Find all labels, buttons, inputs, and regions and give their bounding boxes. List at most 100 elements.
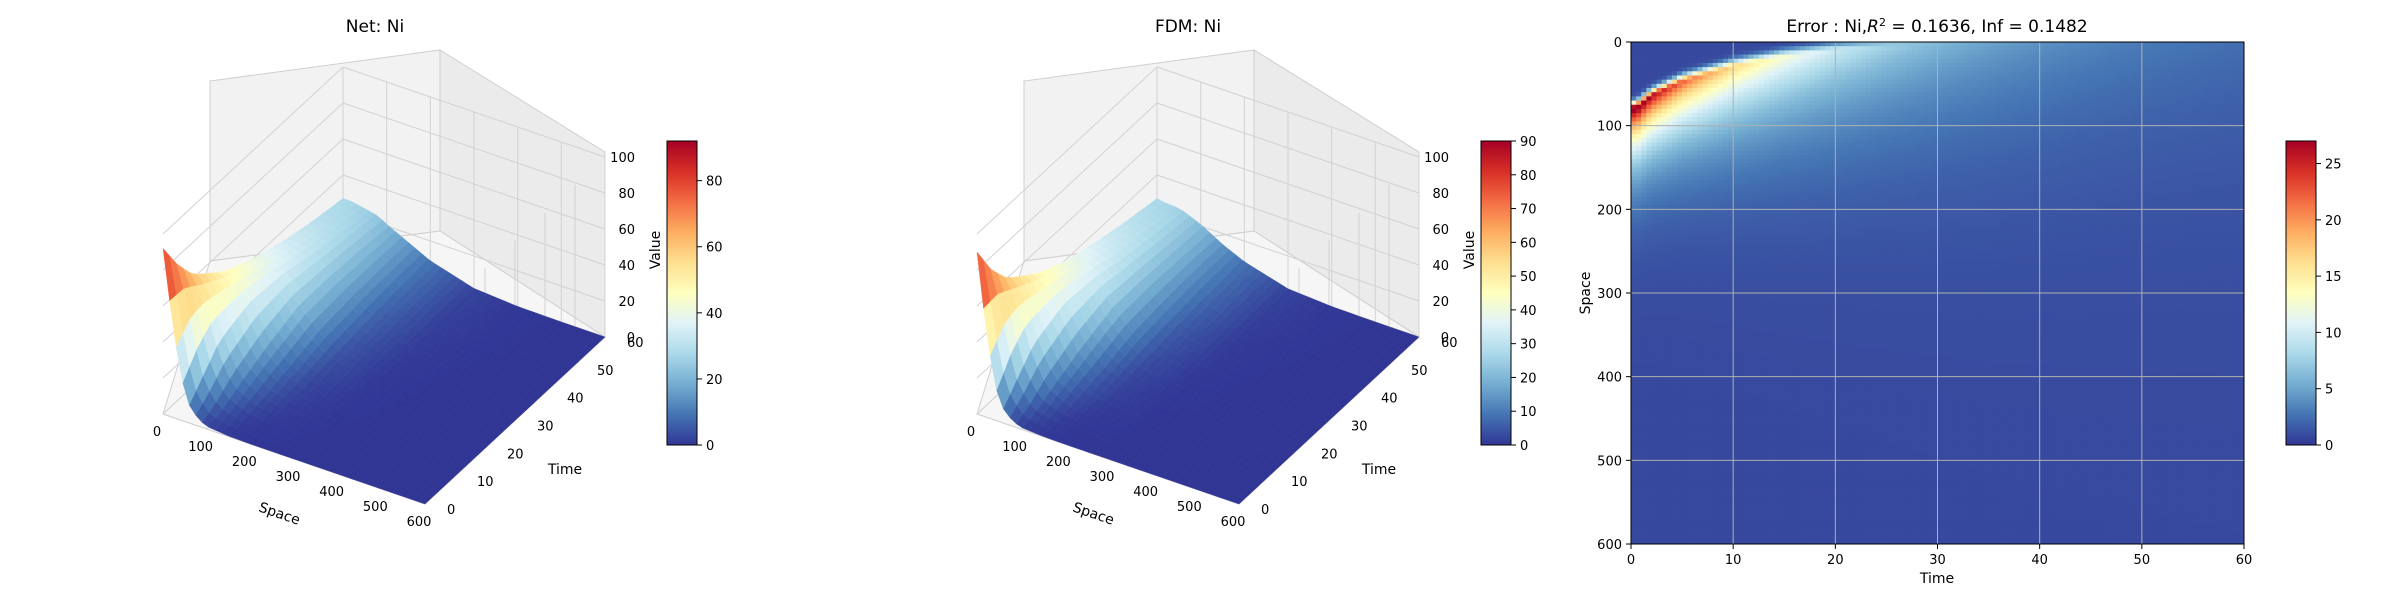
heatmap-cell [1712,263,1719,269]
heatmap-cell [1722,288,1729,294]
heatmap-cell [1743,71,1750,77]
heatmap-cell [1641,67,1647,72]
heatmap-cell [1722,217,1729,223]
heatmap-cell [1656,422,1663,428]
heatmap-cell [1748,100,1755,106]
heatmap-cell [1712,514,1719,520]
heatmap-cell [1682,410,1688,415]
heatmap-cell [1641,372,1647,378]
heatmap-cell [1702,334,1709,340]
heatmap-cell [1636,213,1642,219]
heatmap-cell [1692,96,1699,102]
heatmap-cell [1641,238,1647,244]
heatmap-cell [1743,217,1750,223]
heatmap-cell [1712,138,1719,143]
heatmap-cell [1661,431,1668,436]
heatmap-cell [1651,92,1658,97]
heatmap-cell [1661,502,1668,507]
heatmap-cell [1692,50,1699,56]
heatmap-cell [1682,309,1688,315]
heatmap-cell [1661,313,1668,319]
heatmap-cell [1733,535,1739,541]
heatmap-cell [1702,485,1709,491]
heatmap-cell [1641,502,1647,507]
heatmap-cell [1636,46,1642,51]
heatmap-cell [1641,288,1647,294]
colorbar-gradient [666,140,698,446]
heatmap-cell [1728,238,1734,244]
heatmap-cell [1656,125,1663,131]
heatmap-cell [1692,443,1699,449]
heatmap-cell [1666,481,1673,487]
heatmap-cell [1692,497,1699,503]
heatmap-cell [1722,83,1729,89]
heatmap-cell [1733,330,1739,336]
heatmap-cell [1636,318,1642,323]
heatmap-cell [1671,213,1678,219]
heatmap-cell [1687,226,1693,231]
heatmap-cell [1641,313,1647,319]
heatmap-cell [1728,380,1734,386]
heatmap-cell [1702,246,1709,252]
heatmap-cell [1697,129,1704,135]
heatmap-cell [1687,113,1693,118]
heatmap-cell [1728,259,1734,265]
heatmap-cell [1666,447,1673,453]
heatmap-cell [1702,435,1709,441]
heatmap-cell [1651,200,1658,206]
heatmap-cell [1692,527,1699,533]
heatmap-cell [1733,422,1739,428]
heatmap-cell [1646,83,1653,89]
heatmap-cell [1646,75,1653,81]
heatmap-cell [1646,359,1653,365]
x-axis-label: Space [1071,500,1117,529]
heatmap-cell [1712,180,1719,185]
heatmap-cell [1728,527,1734,533]
colorbar-tick-label: 10 [1520,405,1537,420]
heatmap-cell [1651,422,1658,428]
heatmap-cell [1656,267,1663,273]
heatmap-cell [1707,397,1714,403]
heatmap-cell [1661,309,1668,315]
heatmap-cell [1722,293,1729,298]
heatmap-cell [1733,518,1739,524]
heatmap-cell [1646,297,1653,302]
heatmap-cell [1646,113,1653,118]
heatmap-cell [1666,125,1673,131]
heatmap-cell [1656,272,1663,277]
heatmap-cell [1666,477,1673,482]
heatmap-cell [1717,343,1724,348]
heatmap-cell [1661,267,1668,273]
heatmap-cell [1717,50,1724,56]
heatmap-cell [1733,146,1739,152]
heatmap-cell [1641,330,1647,336]
heatmap-cell [1707,318,1714,323]
heatmap-cell [1676,230,1683,236]
heatmap-cell [1743,385,1750,390]
heatmap-cell [1636,468,1642,474]
heatmap-cell [1692,523,1699,528]
heatmap-cell [1722,326,1729,332]
heatmap-cell [1697,259,1704,265]
heatmap-cell [1671,280,1678,286]
heatmap-cell [1646,251,1653,256]
heatmap-cell [1636,456,1642,461]
heatmap-cell [1712,460,1719,466]
heatmap-cell [1728,506,1734,512]
heatmap-cell [1682,138,1688,143]
heatmap-cell [1671,447,1678,453]
heatmap-cell [1656,259,1663,265]
heatmap-cell [1702,502,1709,507]
heatmap-cell [1676,497,1683,503]
heatmap-cell [1631,447,1637,453]
heatmap-cell [1717,226,1724,231]
heatmap-cell [1661,92,1668,97]
heatmap-cell [1748,58,1755,64]
heatmap-cell [1707,163,1714,169]
heatmap-cell [1687,506,1693,512]
heatmap-cell [1687,154,1693,160]
heatmap-cell [1733,226,1739,231]
heatmap-cell [1722,531,1729,537]
heatmap-cell [1743,523,1750,528]
heatmap-cell [1697,439,1704,445]
